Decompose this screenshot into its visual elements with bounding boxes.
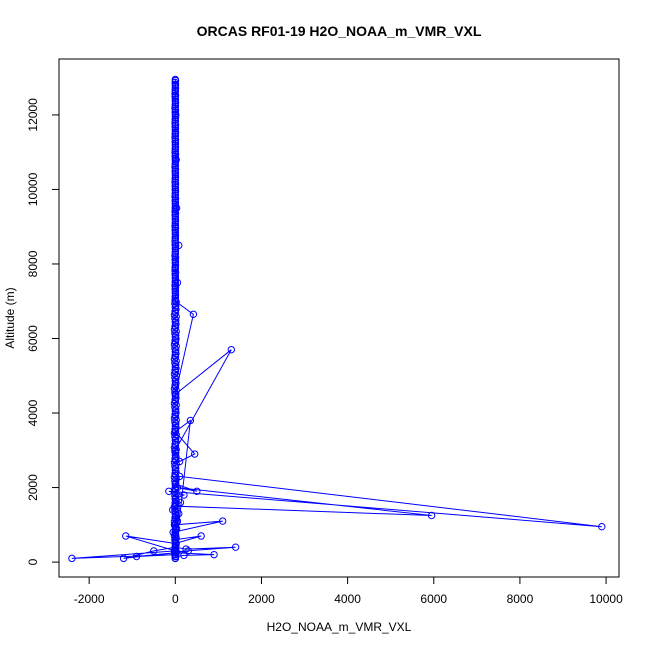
x-tick-label: 4000: [334, 592, 361, 606]
data-point: [171, 447, 179, 456]
data-point: [231, 543, 240, 551]
data-point: [68, 554, 76, 563]
data-point: [170, 414, 179, 422]
y-tick-label: 8000: [26, 250, 40, 277]
chart-title: ORCAS RF01-19 H2O_NOAA_m_VMR_VXL: [197, 23, 482, 39]
y-tick-label: 2000: [26, 474, 40, 501]
data-point: [172, 416, 180, 424]
data-point: [170, 311, 179, 319]
data-point: [171, 550, 179, 559]
data-point: [171, 418, 179, 426]
data-point: [171, 477, 179, 485]
data-point: [170, 488, 179, 496]
x-tick-label: 2000: [248, 592, 275, 606]
data-point: [172, 386, 180, 395]
data-point: [171, 329, 179, 338]
x-tick-label: -2000: [74, 592, 105, 606]
data-point: [122, 532, 130, 540]
data-point: [170, 384, 179, 393]
data-point: [190, 450, 199, 458]
data-point: [171, 300, 179, 308]
data-point: [182, 545, 190, 553]
data-point: [193, 487, 201, 495]
x-tick-label: 8000: [507, 592, 534, 606]
data-point: [170, 355, 179, 363]
y-tick-label: 6000: [26, 325, 40, 352]
data-point: [172, 445, 180, 454]
data-point: [171, 76, 180, 85]
data-point: [427, 511, 436, 520]
data-point: [218, 517, 227, 525]
data-point: [172, 342, 180, 350]
data-point: [210, 550, 218, 559]
data-point: [171, 462, 179, 470]
data-point: [171, 344, 179, 352]
x-axis-label: H2O_NOAA_m_VMR_VXL: [267, 620, 412, 634]
data-point: [171, 359, 179, 367]
data-point: [172, 327, 180, 336]
data-point: [171, 432, 179, 441]
data-point: [197, 532, 205, 540]
data-point: [172, 431, 180, 439]
data-point: [172, 549, 180, 557]
data-point: [170, 532, 179, 540]
data-point: [170, 443, 179, 452]
data-point: [170, 340, 179, 349]
data-point: [170, 370, 179, 378]
data-point: [170, 503, 179, 511]
data-point: [172, 313, 180, 321]
data-point: [598, 522, 606, 531]
data-point: [171, 314, 179, 323]
data-point: [171, 521, 179, 529]
series-points-group: [68, 75, 606, 563]
data-point: [227, 345, 236, 354]
data-point: [172, 519, 180, 528]
data-point: [170, 399, 179, 408]
data-point: [184, 547, 192, 555]
data-point: [170, 429, 179, 437]
data-point: [172, 460, 180, 468]
data-point: [172, 372, 180, 380]
data-point: [132, 552, 141, 561]
data-point: [119, 554, 128, 563]
y-axis-label: Altitude (m): [3, 287, 17, 348]
data-point: [171, 491, 179, 500]
data-point: [170, 458, 179, 467]
data-point: [189, 310, 198, 318]
data-point: [171, 536, 179, 544]
x-axis: -2000 0 2000 4000 6000 8000 10000: [74, 576, 623, 606]
data-point: [170, 473, 179, 481]
data-point: [172, 298, 180, 306]
data-point: [186, 416, 195, 425]
data-point: [180, 491, 188, 499]
plot-frame: [58, 58, 620, 578]
x-tick-label: 6000: [420, 592, 447, 606]
data-point: [172, 475, 180, 483]
y-tick-label: 12000: [26, 98, 40, 132]
series-line: [71, 79, 602, 559]
data-point: [172, 534, 180, 542]
data-point: [171, 403, 179, 411]
data-point: [170, 547, 179, 555]
data-point: [171, 373, 179, 382]
data-point: [180, 551, 188, 560]
y-tick-label: 0: [26, 558, 40, 565]
y-axis: 0 2000 4000 6000 8000 10000 12000: [26, 98, 60, 565]
data-point: [172, 357, 180, 365]
data-point: [170, 325, 179, 334]
series-line-group: [71, 79, 602, 559]
data-point: [170, 517, 179, 526]
data-point: [171, 388, 179, 397]
y-tick-label: 10000: [26, 172, 40, 206]
data-point: [172, 490, 180, 498]
data-point: [150, 547, 158, 555]
x-tick-label: 0: [172, 592, 179, 606]
y-tick-label: 4000: [26, 399, 40, 426]
x-tick-label: 10000: [589, 592, 623, 606]
data-point: [172, 401, 180, 409]
data-point: [171, 506, 179, 515]
data-point: [172, 504, 180, 513]
